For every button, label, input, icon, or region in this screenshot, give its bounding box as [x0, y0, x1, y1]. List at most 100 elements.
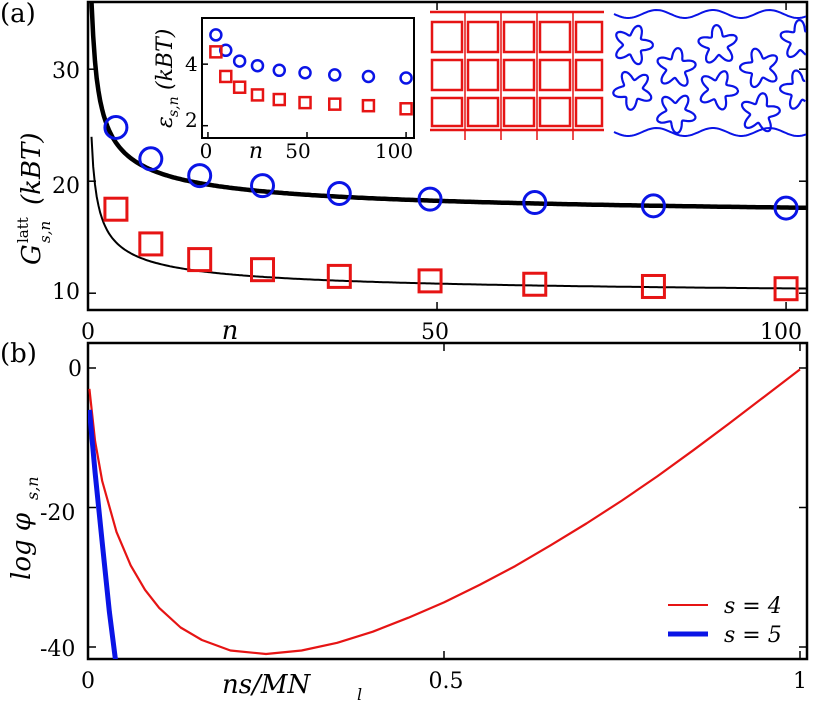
marker-circle-3 — [250, 173, 276, 199]
x-axis-label-b-sub: l — [357, 685, 362, 701]
legend-label-s5: s = 5 — [724, 623, 782, 648]
panel-b: (b) 0 -20 -40 0 0.5 1 ns/MN l log φ s,n … — [0, 339, 809, 701]
marker-circle-8 — [773, 195, 799, 221]
y-axis-label-b: log φ s,n — [7, 476, 42, 580]
markers-inset — [209, 28, 413, 116]
ytick-label-10: 10 — [52, 280, 80, 305]
marker-circle-0 — [103, 114, 129, 140]
inset-marker-circle-5 — [298, 66, 312, 80]
star-shape-9 — [778, 69, 806, 110]
inset-marker-square-5 — [298, 95, 312, 110]
ytick-label-minus20: -20 — [40, 501, 75, 526]
star-shape-3 — [739, 47, 779, 89]
legend-label-s4: s = 4 — [724, 594, 782, 619]
star-shape-5 — [656, 94, 697, 135]
ytick-label-30: 30 — [52, 59, 80, 84]
marker-circle-6 — [522, 189, 548, 215]
lines-b — [88, 368, 801, 659]
plot-frame-b — [86, 341, 809, 661]
star-lattice-picture — [612, 8, 807, 138]
xtick-label-b-0.5: 0.5 — [429, 669, 464, 694]
marker-square-0 — [103, 196, 129, 222]
y-axis-label-a-unit: (kBT) — [17, 133, 47, 206]
marker-square-2 — [187, 247, 213, 273]
inset-marker-circle-6 — [327, 68, 342, 82]
inset-marker-square-6 — [327, 97, 342, 111]
inset-y-axis-label-main: ε — [153, 116, 178, 128]
star-shape-7 — [740, 92, 781, 133]
marker-square-6 — [522, 271, 548, 297]
fit-curve-0 — [89, 1, 808, 211]
y-axis-label-b-main: log φ — [7, 512, 37, 580]
inset-marker-square-3 — [250, 88, 265, 102]
inset-y-axis-label-unit: (kBT) — [153, 29, 178, 90]
panel-label-a: (a) — [0, 0, 36, 29]
legend: s = 4 s = 5 — [668, 594, 782, 648]
inset-plot: 0 50 100 n 2 4 ε s,n (kBT) — [153, 17, 415, 164]
marker-circle-5 — [417, 186, 443, 212]
marker-circle-1 — [138, 146, 164, 172]
inset-ytick-label-4: 4 — [185, 52, 198, 76]
star-shape-2 — [697, 23, 738, 64]
inset-marker-square-7 — [361, 98, 376, 113]
inset-xtick-label-100: 100 — [375, 139, 413, 163]
inset-marker-square-2 — [232, 80, 247, 94]
marker-square-1 — [138, 231, 164, 257]
inset-marker-circle-8 — [399, 71, 413, 85]
inset-xtick-label-50: 50 — [285, 139, 310, 163]
inset-y-axis-label: ε s,n (kBT) — [153, 29, 182, 128]
x-axis-label-b-main: ns/MN — [222, 670, 311, 700]
inset-xtick-label-0: 0 — [200, 139, 213, 163]
star-shape-4 — [612, 70, 653, 111]
x-axis-label-a: n — [222, 316, 239, 346]
square-lattice-picture — [430, 10, 604, 140]
inset-marker-square-0 — [209, 45, 223, 59]
markers-a — [103, 114, 799, 302]
star-shape-0 — [615, 24, 655, 66]
y-axis-label-a-sub: s,n — [36, 221, 54, 243]
series-line-s4 — [88, 368, 801, 656]
inset-marker-circle-7 — [361, 69, 376, 84]
inset-marker-square-8 — [399, 102, 413, 116]
marker-square-7 — [640, 273, 666, 299]
series-line-s5 — [88, 409, 118, 659]
star-shape-8 — [779, 19, 807, 59]
xtick-label-100: 100 — [760, 320, 802, 345]
marker-square-4 — [326, 263, 352, 289]
y-axis-label-a-main: G — [17, 244, 47, 265]
fit-curve-1 — [90, 136, 808, 290]
inset-y-axis-label-sub: s,n — [166, 96, 182, 117]
x-axis-label-b: ns/MN l — [222, 670, 362, 701]
marker-square-3 — [250, 257, 276, 283]
marker-circle-2 — [187, 163, 213, 189]
marker-square-8 — [773, 276, 799, 302]
panel-a: (a) 10 20 30 0 50 100 n G latt s,n (kBT)… — [0, 0, 809, 346]
plot-frame-a — [86, 0, 809, 312]
inset-marker-square-1 — [219, 69, 233, 84]
fit-curves-a — [89, 1, 808, 290]
inset-ytick-label-2: 2 — [185, 108, 198, 132]
ticks-inset — [202, 63, 407, 138]
star-shape-6 — [699, 70, 740, 111]
xtick-label-b-1: 1 — [793, 669, 807, 694]
inset-marker-square-4 — [272, 92, 287, 107]
y-axis-label-a-sup: latt — [14, 217, 32, 243]
panel-label-b: (b) — [0, 339, 37, 369]
xtick-label-50: 50 — [421, 320, 449, 345]
ytick-label-0: 0 — [68, 357, 82, 382]
marker-square-5 — [417, 268, 443, 294]
y-axis-label-a: G latt s,n (kBT) — [14, 133, 54, 266]
ytick-label-minus40: -40 — [40, 637, 75, 662]
inset-marker-circle-0 — [209, 28, 223, 42]
xtick-label-b-0: 0 — [81, 669, 95, 694]
y-axis-label-b-sub: s,n — [23, 476, 42, 500]
star-border-top — [613, 8, 807, 20]
star-border-bottom — [613, 126, 807, 138]
xtick-label-0: 0 — [81, 320, 95, 345]
ticks-b — [87, 343, 807, 659]
ticks-a — [87, 2, 807, 310]
inset-x-axis-label: n — [249, 139, 263, 164]
inset-marker-circle-4 — [272, 63, 287, 78]
star-shape-1 — [656, 47, 697, 87]
